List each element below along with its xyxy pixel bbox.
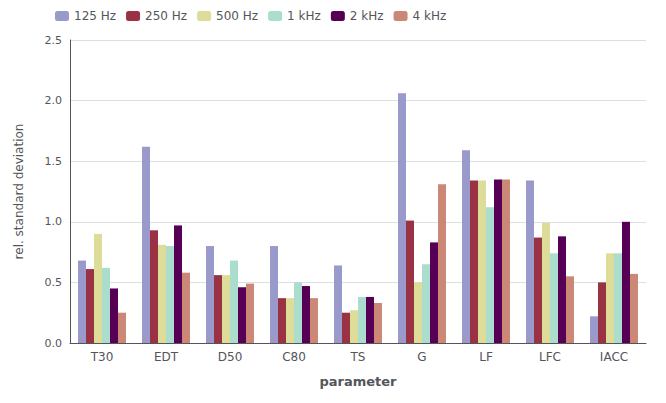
svg-text:1.5: 1.5: [45, 155, 63, 168]
svg-text:parameter: parameter: [319, 374, 397, 389]
svg-text:2.5: 2.5: [45, 34, 63, 47]
svg-text:0.0: 0.0: [45, 337, 63, 350]
svg-text:EDT: EDT: [154, 350, 179, 364]
svg-text:2.0: 2.0: [45, 94, 63, 107]
svg-text:0.5: 0.5: [45, 276, 63, 289]
svg-text:LFC: LFC: [539, 350, 561, 364]
svg-text:LF: LF: [479, 350, 493, 364]
svg-text:1 kHz: 1 kHz: [287, 9, 321, 23]
svg-text:C80: C80: [282, 350, 306, 364]
svg-text:T30: T30: [90, 350, 114, 364]
svg-text:G: G: [417, 350, 426, 364]
svg-text:rel. standard deviation: rel. standard deviation: [12, 124, 26, 260]
svg-text:125 Hz: 125 Hz: [74, 9, 116, 23]
svg-text:250 Hz: 250 Hz: [145, 9, 187, 23]
svg-text:4 kHz: 4 kHz: [413, 9, 447, 23]
svg-text:1.0: 1.0: [45, 215, 63, 228]
svg-text:IACC: IACC: [600, 350, 628, 364]
svg-text:D50: D50: [218, 350, 243, 364]
svg-text:2 kHz: 2 kHz: [350, 9, 384, 23]
svg-text:TS: TS: [350, 350, 366, 364]
svg-text:500 Hz: 500 Hz: [216, 9, 258, 23]
